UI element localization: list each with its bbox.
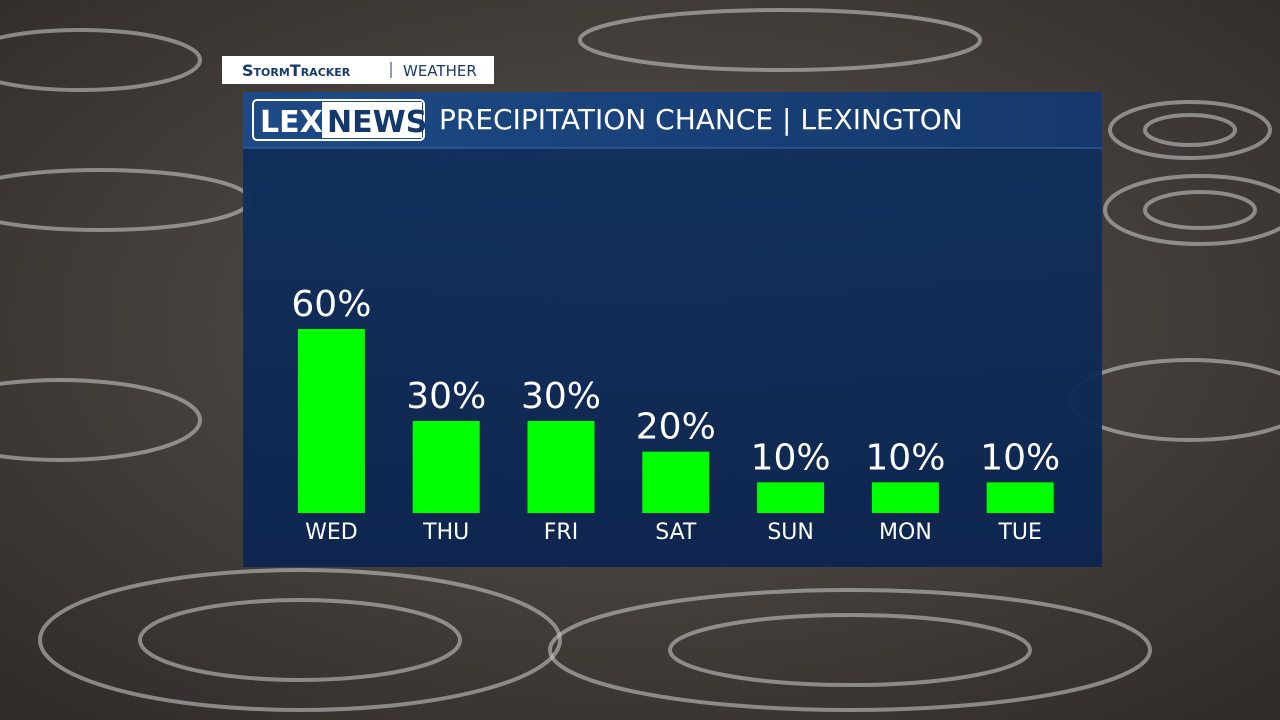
x-tick-label: SAT	[655, 520, 697, 545]
x-tick-label: FRI	[544, 520, 578, 545]
logo-news-box	[322, 102, 422, 138]
x-tick-label: SUN	[767, 520, 814, 545]
bar	[986, 482, 1054, 513]
bar	[297, 329, 365, 513]
stormtracker-tag	[222, 56, 494, 84]
value-label: 60%	[291, 284, 371, 325]
bar	[642, 451, 710, 513]
x-tick-label: THU	[422, 520, 469, 545]
x-tick-label: WED	[305, 520, 358, 545]
bar	[871, 482, 939, 513]
chart-title: PRECIPITATION CHANCE | LEXINGTON	[439, 103, 963, 136]
value-label: 20%	[636, 407, 716, 448]
value-label: 30%	[521, 376, 601, 417]
stormtracker-label: StormTracker	[242, 61, 351, 80]
bar	[757, 482, 825, 513]
x-tick-label: TUE	[997, 520, 1041, 545]
value-label: 10%	[751, 437, 831, 478]
logo-news: NEWS	[327, 105, 427, 140]
bar	[412, 421, 480, 513]
bar	[527, 421, 595, 513]
value-label: 10%	[865, 437, 945, 478]
logo-lex: LEX	[260, 105, 323, 140]
value-label: 30%	[406, 376, 486, 417]
x-tick-label: MON	[879, 520, 932, 545]
section-label: WEATHER	[403, 62, 477, 80]
value-label: 10%	[980, 437, 1060, 478]
logo-frame	[252, 99, 425, 141]
